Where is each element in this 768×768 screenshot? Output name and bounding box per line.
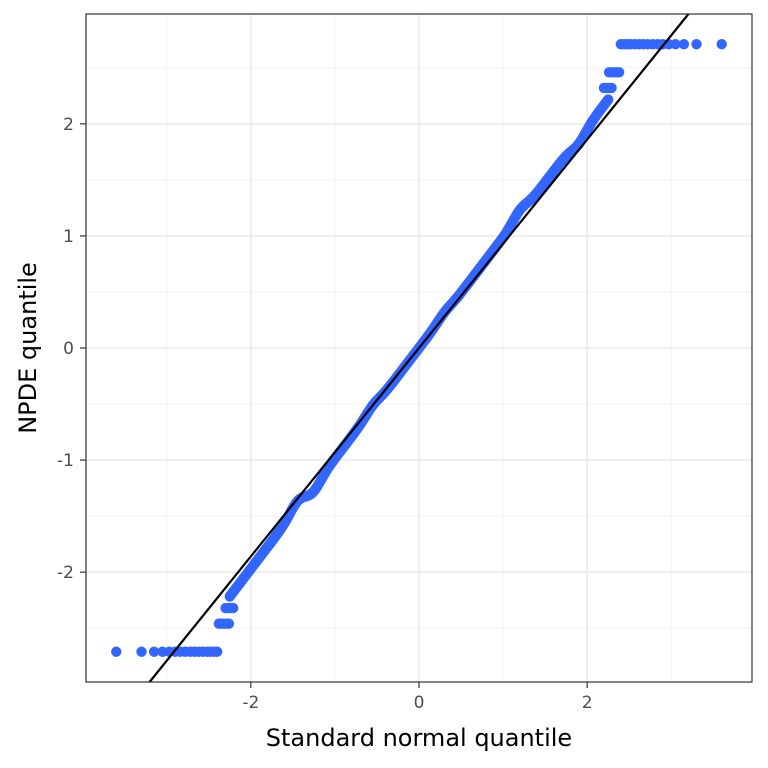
x-tick-label: 2 [582,693,593,713]
axis-ticks: -2 0 2 -2 -1 0 1 2 [57,115,593,713]
data-point [211,646,223,657]
y-tick-label: -2 [57,563,74,583]
data-point [613,67,625,78]
panel-border [85,13,753,683]
data-point [670,39,681,50]
data-point [227,602,239,614]
data-point [606,82,617,94]
x-tick-label: -2 [242,693,259,713]
data-point [111,646,122,657]
grid-lines [86,14,752,682]
x-tick-label: 0 [414,693,425,713]
y-tick-label: 2 [63,115,74,135]
data-point [716,39,727,50]
data-point [603,94,614,105]
y-tick-label: -1 [57,451,74,471]
reference-line [148,13,690,683]
data-point [223,618,235,629]
data-point [148,646,160,657]
y-tick-label: 1 [63,227,74,247]
reference-line-group [148,13,690,683]
data-point [136,646,147,657]
x-axis-title: Standard normal quantile [266,724,572,752]
data-point [691,39,702,50]
y-tick-label: 0 [63,339,74,359]
y-axis-title: NPDE quantile [14,262,42,434]
data-point [678,39,690,50]
